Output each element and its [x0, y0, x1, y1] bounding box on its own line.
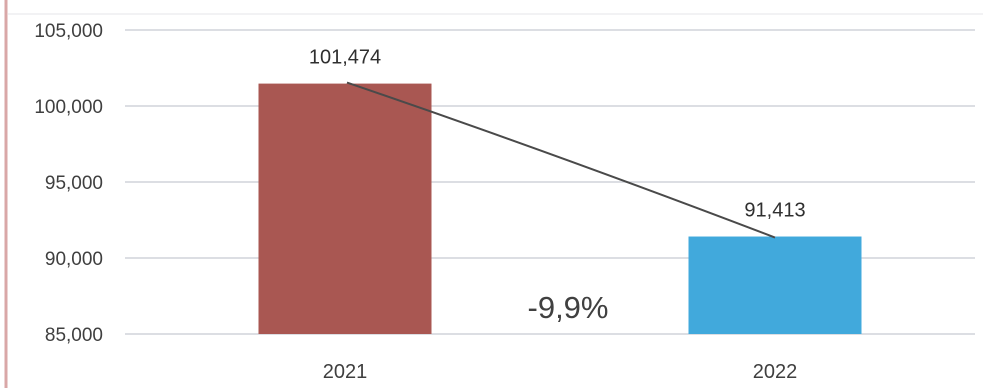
trend-line [346, 81, 776, 239]
y-tick-label: 105,000 [34, 21, 103, 42]
data-labels: 101,474 91,413 [309, 47, 806, 222]
x-tick-label: 2021 [323, 361, 368, 383]
y-tick-label: 95,000 [45, 173, 103, 194]
bars [258, 83, 862, 334]
change-annotation: -9,9% [528, 290, 609, 325]
x-tick-label: 2022 [753, 361, 798, 383]
y-tick-label: 90,000 [45, 249, 103, 270]
trend-line-group [346, 81, 776, 239]
x-axis-category-labels: 2021 2022 [323, 361, 798, 383]
y-tick-label: 85,000 [45, 325, 103, 346]
y-axis-tick-labels: 85,000 90,000 95,000 100,000 105,000 [34, 21, 103, 346]
bar-2022 [688, 236, 862, 334]
y-tick-label: 100,000 [34, 97, 103, 118]
data-label: 91,413 [744, 200, 805, 222]
bar-2021 [258, 83, 432, 334]
data-label: 101,474 [309, 47, 381, 69]
